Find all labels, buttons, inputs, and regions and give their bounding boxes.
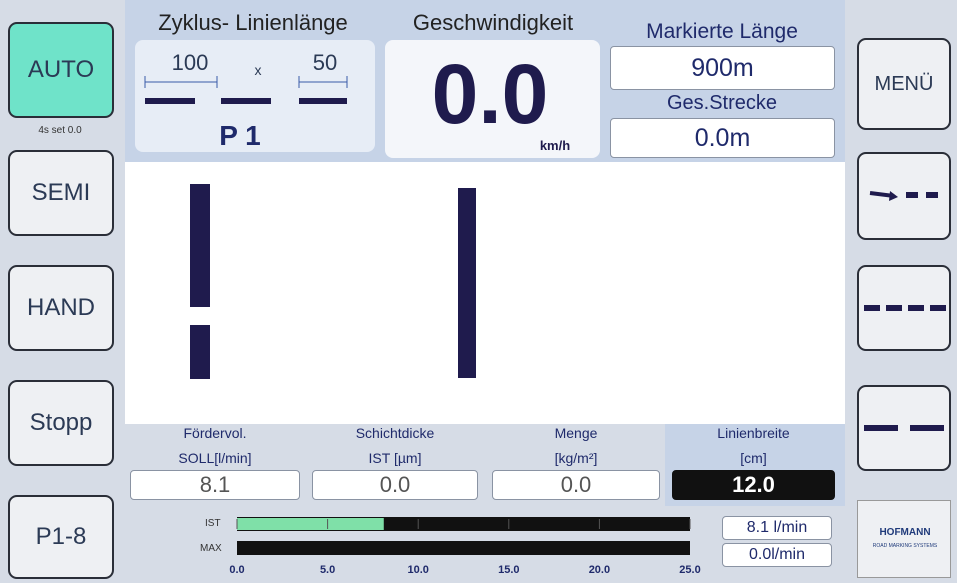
solid-line — [458, 188, 476, 378]
field-value: 0.0 — [312, 470, 478, 500]
auto-button[interactable]: AUTO — [8, 22, 114, 118]
times: x — [255, 62, 262, 78]
line-length: 100 — [172, 50, 209, 76]
speed-unit: km/h — [540, 138, 570, 153]
field-unit: SOLL[l/min] — [178, 450, 251, 466]
preview — [125, 162, 845, 424]
logo: HOFMANN ROAD MARKING SYSTEMS — [857, 500, 951, 578]
tick-label: 10.0 — [407, 564, 428, 576]
speed-value: 0.0 — [432, 46, 549, 143]
field-label: Schichtdicke — [356, 425, 435, 441]
field-label: Fördervol. — [183, 425, 246, 441]
tick-label: 25.0 — [679, 564, 700, 576]
pattern-button[interactable] — [857, 385, 951, 471]
program: P 1 — [219, 120, 261, 152]
pattern-button[interactable] — [857, 265, 951, 351]
total-title: Ges.Strecke — [667, 92, 777, 115]
semi-button[interactable]: SEMI — [8, 150, 114, 236]
pattern-icon — [864, 181, 944, 211]
max-bar — [237, 541, 690, 555]
field-value: 8.1 — [130, 470, 300, 500]
hand-button[interactable]: HAND — [8, 265, 114, 351]
readout: 8.1 l/min — [722, 516, 832, 540]
tick-label: 0.0 — [229, 564, 244, 576]
field-unit: [kg/m²] — [555, 450, 598, 466]
tick-label: 20.0 — [589, 564, 610, 576]
field-value: 12.0 — [672, 470, 835, 500]
cycle-title: Zyklus- Linienlänge — [158, 10, 348, 36]
menu-button[interactable]: MENÜ — [857, 38, 951, 130]
readout: 0.0l/min — [722, 543, 832, 567]
max-label: MAX — [200, 543, 222, 554]
field-unit: [cm] — [740, 450, 766, 466]
ist-label: IST — [205, 518, 221, 529]
marked-value: 900m — [610, 46, 835, 90]
speed-title: Geschwindigkeit — [413, 10, 573, 36]
pattern-button[interactable] — [857, 152, 951, 240]
dash — [190, 184, 210, 260]
screen: AUTO 4s set 0.0 SEMI HAND Stopp P1-8 MEN… — [0, 0, 957, 583]
total-value: 0.0m — [610, 118, 835, 158]
pattern-icon — [862, 418, 946, 438]
pattern-icon — [862, 298, 946, 318]
gap-length: 50 — [313, 50, 337, 76]
dash — [190, 325, 210, 379]
logo-name: HOFMANN — [879, 527, 930, 538]
field-value: 0.0 — [492, 470, 660, 500]
stopp-button[interactable]: Stopp — [8, 380, 114, 466]
field-unit: IST [µm] — [369, 450, 422, 466]
speed-panel: 0.0 km/h — [385, 40, 600, 158]
auto-sub: 4s set 0.0 — [38, 125, 81, 136]
logo-tagline: ROAD MARKING SYSTEMS — [873, 543, 937, 549]
field-label: Linienbreite — [717, 425, 789, 441]
marked-title: Markierte Länge — [646, 20, 798, 44]
dash — [190, 255, 210, 307]
tick-label: 5.0 — [320, 564, 335, 576]
tick-label: 15.0 — [498, 564, 519, 576]
cycle-panel: 100 x 50 P 1 — [135, 40, 375, 152]
ist-bar — [237, 518, 384, 530]
field-label: Menge — [555, 425, 598, 441]
